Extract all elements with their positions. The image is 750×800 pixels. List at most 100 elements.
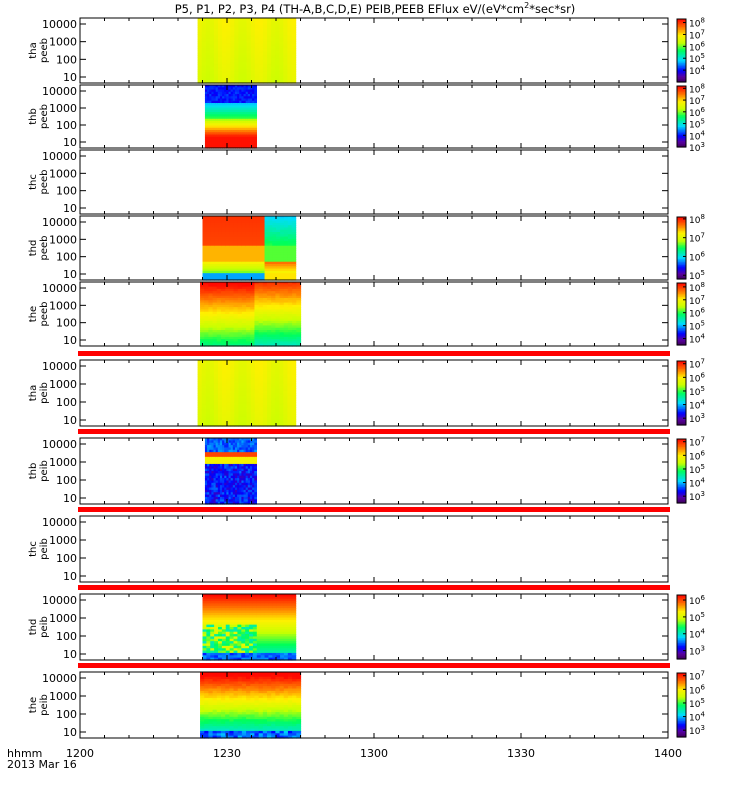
spectrogram-cell [258, 300, 264, 304]
spectrogram-cell [245, 225, 250, 229]
spectrogram-cell [205, 407, 211, 411]
spectrogram-cell [224, 459, 227, 463]
spectrogram-cell [243, 445, 247, 449]
spectrogram-cell [252, 98, 255, 102]
spectrogram-cell [202, 259, 207, 263]
spectrogram-cell [213, 499, 217, 503]
spectrogram-cell [224, 98, 227, 102]
spectrogram-cell [222, 59, 227, 63]
spectrogram-cell [279, 57, 284, 61]
spectrogram-cell [230, 376, 235, 380]
spectrogram-cell [241, 238, 246, 242]
spectrogram-cell [241, 288, 247, 292]
spectrogram-cell [237, 489, 240, 493]
spectrogram-cell [222, 364, 227, 368]
spectrogram-cell [208, 307, 214, 311]
spectrogram-cell [246, 423, 252, 427]
spectrogram-cell [206, 622, 211, 626]
spectrogram-cell [245, 107, 249, 111]
spectrogram-cell [204, 478, 208, 482]
spectrogram-cell [219, 440, 223, 444]
spectrogram-cell [262, 302, 268, 306]
spectrogram-cell [287, 364, 293, 368]
spectrogram-cell [215, 96, 219, 100]
spectrogram-cell [216, 318, 222, 322]
spectrogram-cell [218, 418, 223, 422]
spectrogram-cell [230, 31, 235, 35]
y-tick-label: 10000 [42, 216, 77, 229]
spectrogram-cell [222, 143, 225, 147]
spectrogram-cell [197, 18, 203, 21]
spectrogram-cell [283, 332, 289, 336]
spectrogram-cell [197, 73, 203, 77]
spectrogram-cell [222, 494, 225, 498]
spectrogram-cell [213, 41, 219, 45]
spectrogram-cell [218, 385, 223, 389]
spectrogram-cell [258, 320, 264, 324]
spectrogram-cell [287, 336, 293, 340]
spectrogram-cell [245, 482, 249, 486]
spectrogram-cell [268, 264, 273, 267]
spectrogram-cell [204, 341, 210, 345]
spectrogram-cell [252, 257, 258, 261]
spectrogram-cell [250, 284, 256, 288]
spectrogram-cell [201, 371, 207, 375]
spectrogram-cell [283, 243, 289, 247]
colorbar-cell [677, 418, 686, 421]
spectrogram-cell [262, 402, 268, 406]
spectrogram-cell [241, 252, 246, 256]
spectrogram-cell [219, 100, 223, 104]
spectrogram-cell [238, 59, 244, 63]
spectrogram-cell [226, 367, 231, 371]
spectrogram-cell [197, 64, 203, 68]
y-tick-label: 100 [56, 317, 77, 330]
spectrogram-cell [218, 390, 223, 394]
spectrogram-cell [279, 295, 285, 299]
spectrogram-cell [280, 220, 285, 224]
spectrogram-cell [215, 445, 219, 449]
spectrogram-cell [201, 362, 207, 366]
spectrogram-cell [250, 320, 256, 324]
spectrogram-cell [213, 482, 217, 486]
spectrogram-cell [209, 22, 215, 26]
spectrogram-cell [218, 222, 223, 226]
spectrogram-cell [219, 118, 223, 122]
spectrogram-cell [272, 261, 277, 265]
spectrogram-cell [279, 307, 285, 311]
spectrogram-cell [254, 445, 257, 449]
spectrogram-cell [217, 449, 221, 453]
spectrogram-cell [283, 252, 289, 256]
colorbar-cell [677, 102, 686, 105]
spectrogram-cell [250, 334, 256, 338]
spectrogram-cell [218, 218, 223, 222]
spectrogram-cell [206, 608, 211, 612]
spectrogram-cell [272, 222, 277, 226]
spectrogram-cell [197, 76, 203, 79]
spectrogram-cell [239, 473, 242, 477]
spectrogram-cell [279, 336, 285, 340]
spectrogram-cell [258, 284, 264, 288]
spectrogram-cell [271, 421, 276, 425]
spectrogram-cell [275, 393, 280, 396]
spectrogram-cell [225, 216, 231, 219]
spectrogram-cell [252, 236, 258, 240]
spectrogram-cell [292, 341, 297, 345]
spectrogram-cell [226, 116, 230, 120]
spectrogram-cell [204, 304, 210, 308]
spectrogram-cell [230, 55, 235, 59]
spectrogram-cell [275, 409, 280, 413]
spectrogram-cell [224, 445, 227, 449]
spectrogram-cell [256, 273, 262, 277]
spectrogram-cell [237, 220, 242, 224]
spectrogram-cell [283, 216, 289, 219]
spectrogram-cell [232, 91, 236, 95]
spectrogram-cell [287, 229, 293, 233]
spectrogram-cell [239, 98, 242, 102]
spectrogram-cell [206, 254, 211, 258]
spectrogram-cell [254, 73, 260, 77]
spectrogram-cell [292, 309, 297, 313]
spectrogram-cell [206, 615, 211, 619]
spectrogram-cell [215, 478, 219, 482]
spectrogram-cell [276, 227, 281, 231]
spectrogram-cell [249, 107, 253, 111]
